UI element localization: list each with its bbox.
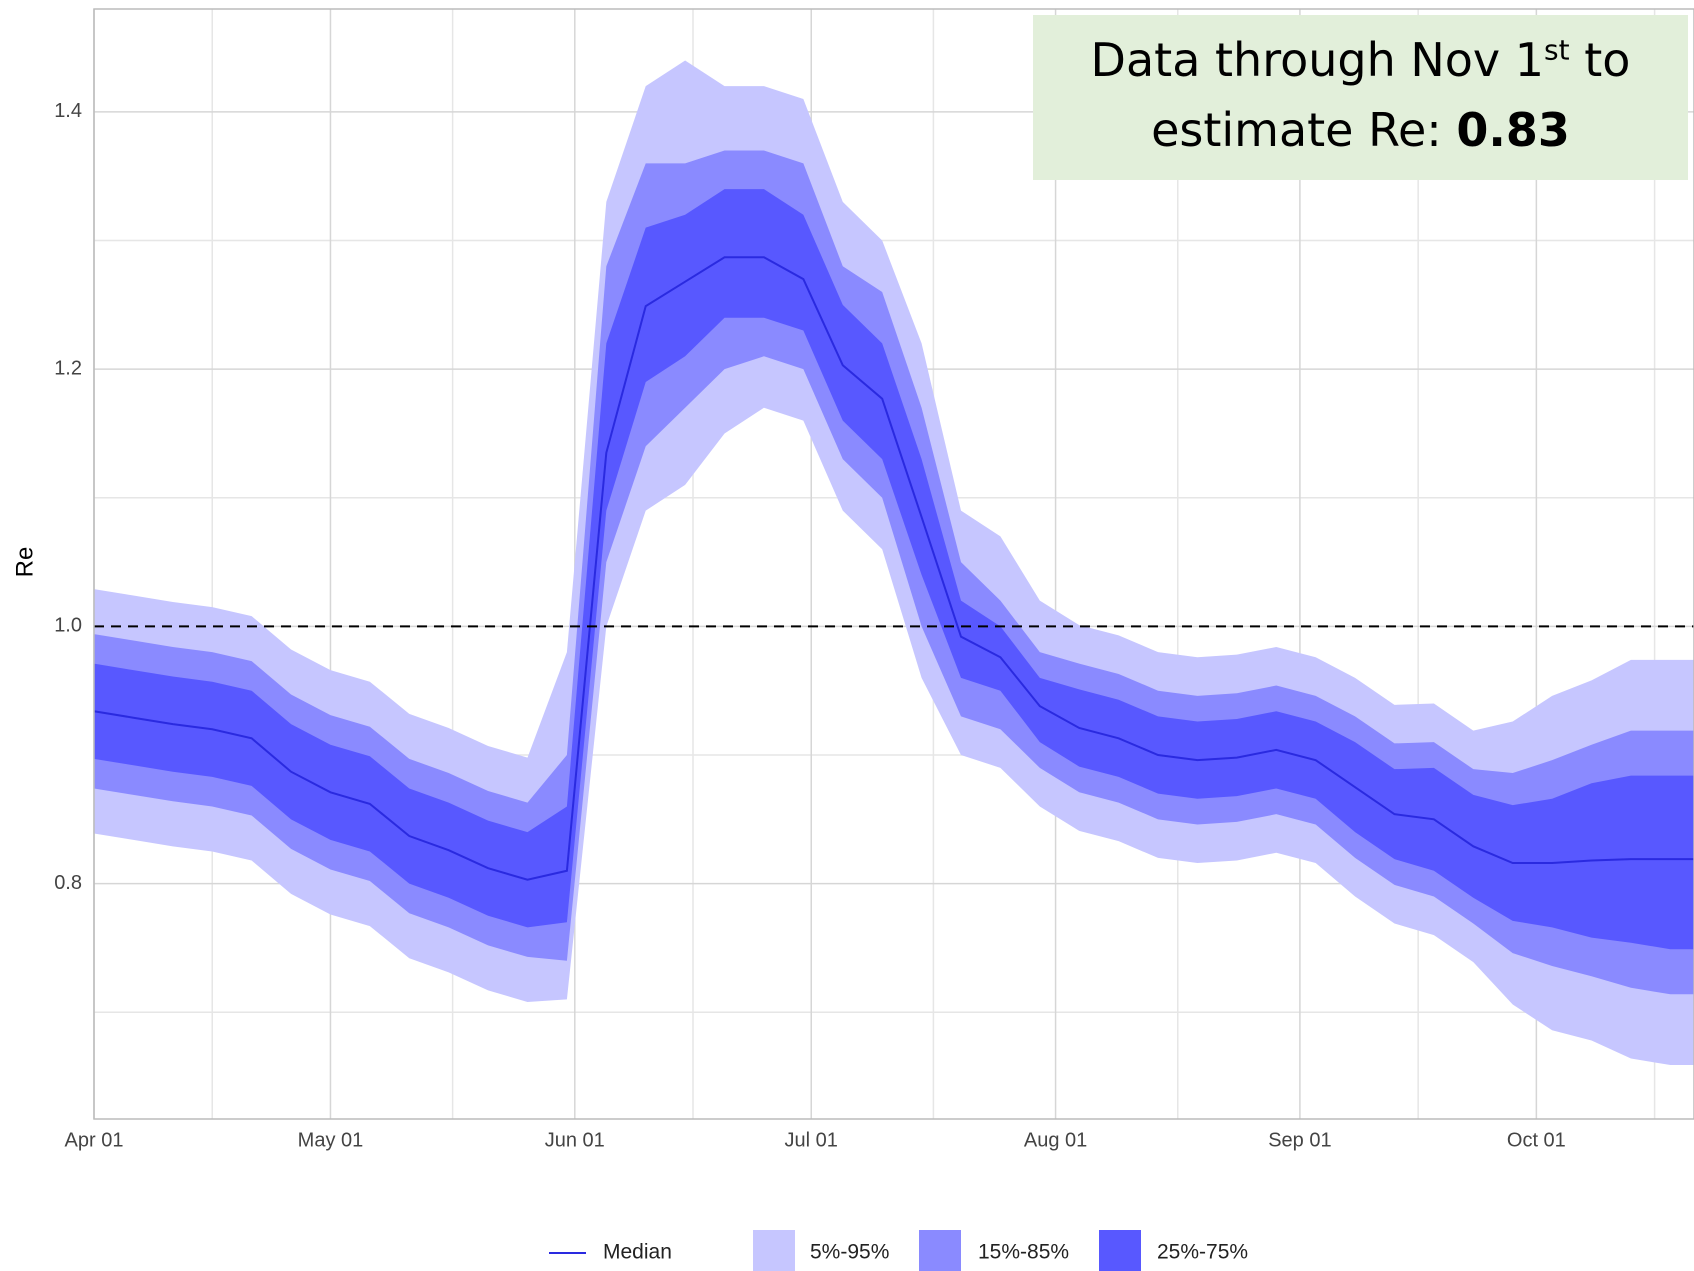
annotation-text: to (1569, 33, 1631, 87)
legend-label: Median (603, 1241, 672, 1264)
x-tick-label: Jun 01 (545, 1129, 605, 1151)
y-tick-label: 1.2 (54, 357, 82, 379)
y-tick-label: 1.0 (54, 615, 82, 637)
legend-label: 5%-95% (810, 1241, 889, 1264)
legend-label: 15%-85% (978, 1241, 1069, 1264)
x-tick-label: Aug 01 (1024, 1129, 1087, 1151)
legend-swatch (753, 1230, 795, 1271)
x-tick-label: Jul 01 (785, 1129, 838, 1151)
plot-border (93, 8, 1694, 1120)
band (94, 189, 1694, 950)
legend-swatch (919, 1230, 961, 1271)
annotation: Data through Nov 1st to estimate Re: 0.83 (1033, 15, 1688, 180)
x-tick-label: Oct 01 (1507, 1129, 1566, 1151)
annotation-text: Data through Nov 1 (1090, 33, 1545, 87)
annotation-value: 0.83 (1456, 103, 1570, 157)
x-tick-label: Apr 01 (65, 1129, 124, 1151)
y-axis-label: Re (11, 547, 38, 578)
median-line (93, 256, 1694, 881)
legend-label: 25%-75% (1157, 1241, 1248, 1264)
annotation-text: estimate Re: (1151, 103, 1457, 157)
annotation-sup: st (1544, 33, 1570, 67)
y-tick-label: 1.4 (54, 100, 82, 122)
x-tick-label: May 01 (298, 1129, 364, 1151)
band (94, 60, 1694, 1065)
x-tick-label: Sep 01 (1268, 1129, 1331, 1151)
y-tick-label: 0.8 (54, 872, 82, 894)
legend-swatch (1099, 1230, 1141, 1271)
